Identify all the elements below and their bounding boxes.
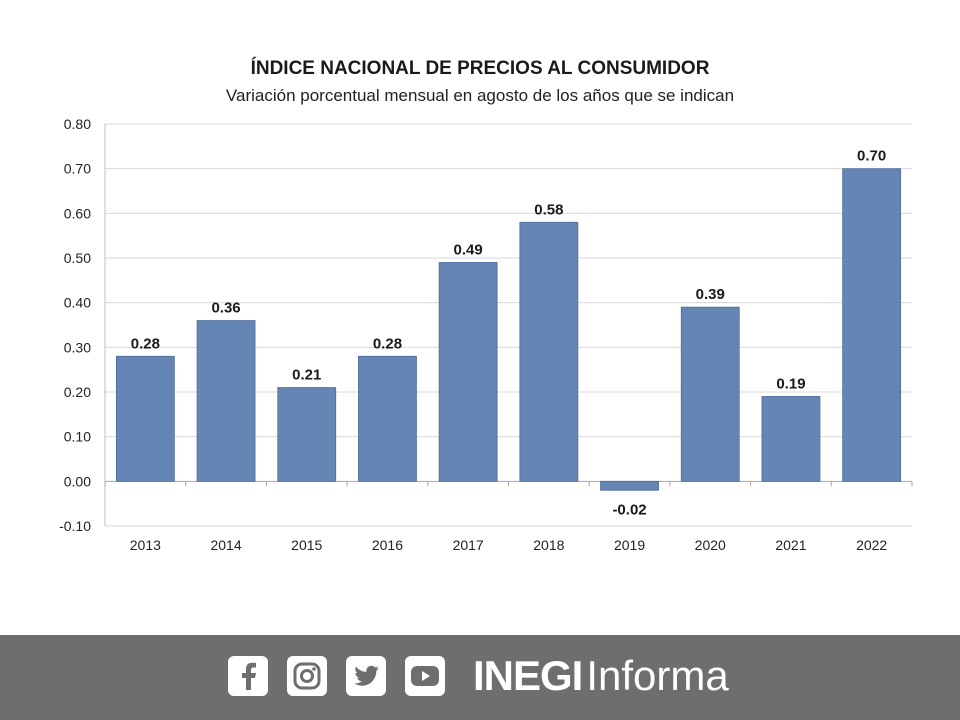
bar [277, 387, 337, 482]
brand-bold-text: INEGI [473, 652, 583, 699]
x-tick-label: 2015 [291, 537, 322, 553]
brand-light-text: Informa [586, 652, 729, 699]
bar [680, 306, 740, 482]
data-label: 0.21 [292, 367, 321, 384]
y-tick-label: 0.40 [64, 295, 91, 311]
x-tick-label: 2019 [614, 537, 645, 553]
data-label: 0.19 [776, 375, 805, 392]
x-tick-label: 2021 [775, 537, 806, 553]
y-tick-label: 0.80 [64, 116, 91, 132]
data-label: 0.28 [373, 335, 402, 352]
instagram-icon[interactable] [287, 656, 327, 696]
bar [842, 168, 902, 482]
y-tick-label: 0.00 [64, 473, 91, 489]
bar [115, 355, 175, 482]
bar [358, 355, 417, 482]
bar [438, 262, 498, 482]
facebook-icon[interactable] [228, 656, 268, 696]
x-tick-label: 2013 [130, 537, 161, 553]
x-tick-label: 2014 [210, 537, 241, 553]
data-label: 0.28 [131, 335, 160, 352]
bar [600, 480, 659, 491]
x-tick-label: 2017 [453, 537, 484, 553]
x-tick-label: 2018 [533, 537, 564, 553]
y-tick-label: -0.10 [59, 518, 91, 534]
y-tick-label: 0.50 [64, 250, 91, 266]
data-label: 0.39 [696, 286, 725, 303]
data-label: -0.02 [612, 501, 646, 518]
bar [519, 221, 579, 482]
y-tick-label: 0.70 [64, 161, 91, 177]
y-tick-label: 0.60 [64, 205, 91, 221]
x-tick-label: 2020 [695, 537, 726, 553]
data-label: 0.36 [211, 300, 240, 317]
bar [196, 320, 256, 482]
bar [761, 396, 821, 482]
x-tick-label: 2022 [856, 537, 887, 553]
y-tick-label: 0.10 [64, 429, 91, 445]
youtube-icon[interactable] [405, 656, 445, 696]
inegi-informa-logo: INEGIInforma [473, 652, 729, 700]
data-label: 0.70 [857, 148, 886, 165]
data-label: 0.58 [534, 201, 563, 218]
chart-title: ÍNDICE NACIONAL DE PRECIOS AL CONSUMIDOR [250, 58, 710, 79]
y-tick-label: 0.20 [64, 384, 91, 400]
chart-subtitle: Variación porcentual mensual en agosto d… [225, 86, 735, 105]
twitter-icon[interactable] [346, 656, 386, 696]
data-label: 0.49 [454, 241, 483, 258]
bar-chart: -0.10 0.00 0.10 0.20 0.30 0.40 0.50 0.60 0.70 0.8… [59, 116, 913, 553]
x-tick-label: 2016 [372, 537, 403, 553]
footer-bar [0, 635, 960, 720]
y-tick-label: 0.30 [64, 339, 91, 355]
